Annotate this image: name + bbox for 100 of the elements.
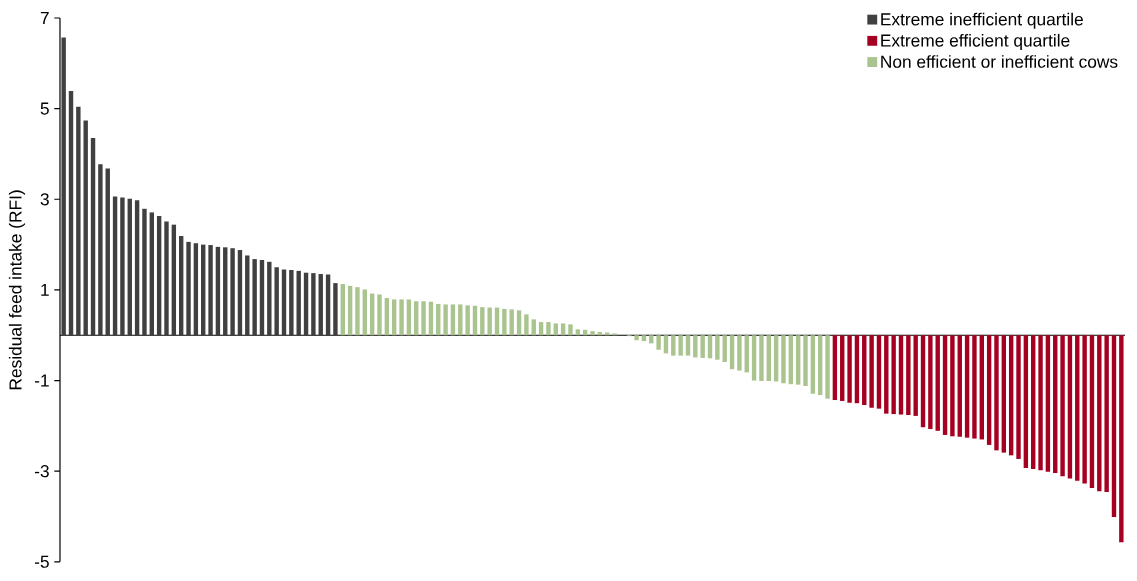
bar: [186, 241, 191, 336]
bar: [516, 310, 522, 336]
bar: [898, 335, 904, 415]
bar: [230, 248, 235, 336]
bar: [61, 37, 66, 336]
bar: [208, 244, 213, 336]
bar: [201, 244, 206, 336]
bar: [1082, 335, 1087, 484]
bar: [267, 261, 272, 336]
bar: [362, 289, 368, 336]
y-tick-label: 7: [40, 11, 49, 24]
bar: [237, 249, 243, 336]
bar: [1075, 335, 1080, 481]
bar: [1119, 335, 1124, 543]
bar: [76, 106, 81, 336]
y-tick-label: -5: [34, 555, 49, 568]
bar: [840, 335, 845, 401]
bar: [906, 335, 911, 415]
bar: [296, 270, 301, 336]
bar: [436, 303, 441, 336]
bar: [950, 335, 955, 437]
y-tick-label: 1: [41, 283, 49, 296]
bar: [751, 335, 757, 381]
bar: [193, 243, 199, 336]
bar: [325, 274, 331, 336]
bar: [546, 322, 551, 336]
bar: [729, 335, 735, 370]
bar: [149, 212, 154, 336]
bar: [1060, 335, 1065, 477]
bar: [252, 259, 257, 336]
bar: [847, 335, 852, 403]
bar: [1008, 335, 1014, 456]
bar: [384, 297, 390, 336]
legend-label: Extreme efficient quartile: [881, 33, 1070, 51]
bar: [795, 335, 801, 385]
bar: [502, 308, 507, 336]
bar: [531, 319, 536, 336]
bar: [458, 304, 463, 336]
bar: [920, 335, 926, 428]
bar: [715, 335, 720, 360]
bar: [979, 335, 984, 440]
bar: [480, 307, 485, 336]
bar: [568, 324, 573, 336]
bar: [575, 329, 581, 336]
bar: [223, 247, 228, 336]
bar: [406, 299, 412, 336]
bar: [245, 255, 250, 336]
bar: [318, 273, 323, 336]
bar: [311, 273, 316, 336]
bar: [391, 299, 397, 336]
bar: [656, 335, 661, 350]
bar: [509, 309, 514, 336]
bar: [171, 224, 177, 336]
bar: [340, 283, 345, 336]
bar: [414, 301, 419, 336]
bar: [289, 269, 294, 336]
bar: [1111, 335, 1117, 517]
bar: [700, 335, 705, 358]
bar: [832, 335, 838, 400]
bar: [781, 335, 786, 384]
bar: [788, 335, 794, 385]
bar: [156, 215, 162, 336]
bar: [964, 335, 970, 438]
bar: [884, 335, 889, 414]
y-tick-label: 3: [40, 193, 49, 206]
bar: [1016, 335, 1021, 459]
bar: [127, 198, 132, 336]
bar: [803, 335, 808, 386]
bar: [1053, 335, 1058, 473]
bar: [105, 168, 110, 336]
y-tick-label: 5: [40, 102, 49, 115]
bar: [876, 335, 882, 409]
bar: [164, 221, 169, 336]
bar: [957, 335, 962, 437]
bar: [942, 335, 948, 435]
bar: [421, 301, 426, 336]
bar: [634, 335, 639, 341]
bar: [935, 335, 940, 431]
bar: [553, 323, 558, 336]
bar: [1097, 335, 1102, 492]
bar: [487, 307, 492, 336]
bar: [560, 323, 566, 336]
bar: [891, 335, 896, 415]
bar: [854, 335, 860, 404]
bar: [112, 196, 118, 336]
bar: [994, 335, 999, 451]
bar: [68, 90, 74, 336]
bar: [766, 335, 771, 381]
bar: [678, 335, 683, 356]
y-tick-label: -1: [34, 374, 49, 387]
bar: [120, 197, 125, 336]
bar: [722, 335, 727, 362]
bar: [641, 335, 647, 342]
bar: [810, 335, 816, 394]
bar: [1038, 335, 1043, 471]
bar: [1023, 335, 1029, 468]
bar: [1104, 335, 1109, 492]
bar: [972, 335, 977, 439]
bar: [399, 299, 404, 336]
bar: [98, 164, 103, 336]
